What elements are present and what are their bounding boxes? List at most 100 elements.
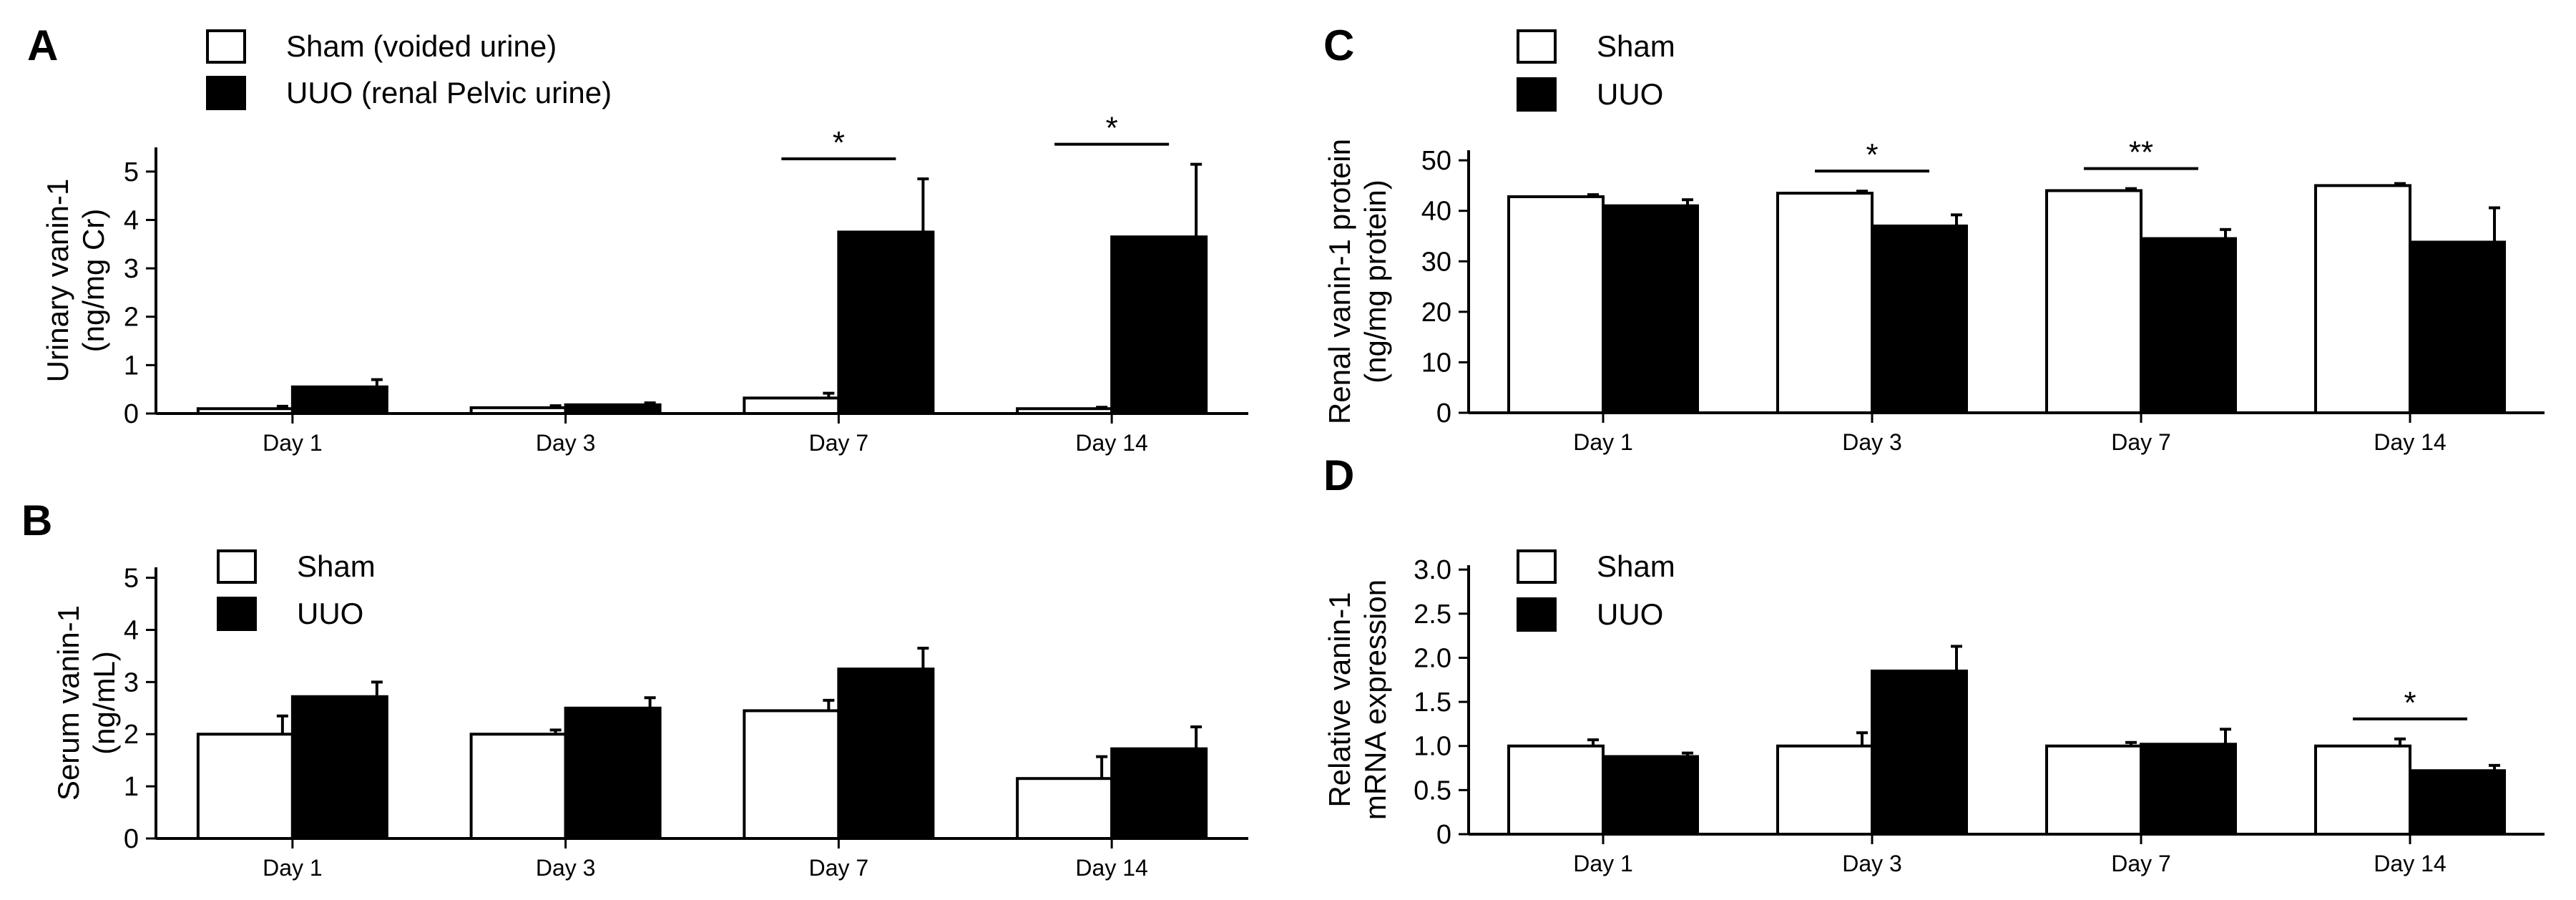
y-tick-label: 10 bbox=[1421, 348, 1451, 378]
sham-bar bbox=[743, 396, 841, 416]
y-tick-label: 0.5 bbox=[1414, 776, 1451, 806]
x-tick-label: Day 1 bbox=[1573, 851, 1633, 876]
x-tick-label: Day 7 bbox=[809, 430, 869, 456]
x-tick-label: Day 1 bbox=[263, 430, 323, 456]
sham-bar bbox=[196, 407, 294, 416]
sham-bar bbox=[469, 406, 567, 415]
panel-b: B Serum vanin-1 (ng/mL) 0 1 2 3 4 5 Day 1 Day 3 Day… bbox=[21, 497, 1248, 881]
legend-label: Sham bbox=[1597, 29, 1675, 63]
y-axis-label: Urinary vanin-1 bbox=[41, 179, 74, 383]
x-tick-label: Day 14 bbox=[1075, 855, 1147, 881]
uuo-bar bbox=[2140, 237, 2237, 414]
sham-bar bbox=[2045, 744, 2142, 836]
y-axis-label: Renal vanin-1 protein bbox=[1323, 139, 1356, 424]
x-tick-label: Day 7 bbox=[809, 855, 869, 881]
sham-bar bbox=[1776, 191, 1874, 414]
legend-swatch-uuo bbox=[206, 76, 246, 110]
y-tick-label: 0 bbox=[124, 399, 139, 429]
y-tick-label: 0 bbox=[1436, 398, 1451, 429]
uuo-bar bbox=[1110, 235, 1208, 415]
y-tick-label: 3 bbox=[124, 254, 139, 284]
sham-bar bbox=[1776, 744, 1874, 836]
y-tick-label: 2.0 bbox=[1414, 643, 1451, 673]
y-tick-label: 5 bbox=[124, 564, 139, 594]
significance-marker: * bbox=[2404, 685, 2416, 720]
uuo-bar bbox=[290, 385, 388, 415]
y-tick-label: 5 bbox=[124, 157, 139, 187]
legend-label: UUO bbox=[297, 597, 363, 630]
sham-bar bbox=[196, 733, 294, 840]
sham-bar bbox=[1507, 744, 1605, 836]
sham-bar bbox=[743, 709, 841, 840]
legend-label: UUO bbox=[1597, 77, 1663, 111]
significance-marker: * bbox=[1106, 111, 1118, 146]
y-tick-label: 0 bbox=[1436, 820, 1451, 850]
legend-swatch-uuo bbox=[217, 597, 257, 631]
panel-d: D Relative vanin-1 mRNA expression 0 0.5 1.0 1… bbox=[1323, 451, 2545, 876]
uuo-bar bbox=[290, 695, 388, 840]
sham-bar bbox=[469, 733, 567, 840]
y-tick-label: 3.0 bbox=[1414, 555, 1451, 585]
legend-swatch-uuo bbox=[1517, 597, 1557, 632]
legend-label: Sham bbox=[297, 549, 376, 583]
sham-bar bbox=[2314, 184, 2411, 414]
panel-letter: D bbox=[1323, 451, 1354, 499]
x-tick-label: Day 3 bbox=[536, 430, 596, 456]
y-tick-label: 2.5 bbox=[1414, 600, 1451, 630]
uuo-bar bbox=[2409, 769, 2506, 836]
uuo-bar bbox=[1871, 224, 1968, 414]
y-tick-label: 4 bbox=[124, 615, 139, 645]
x-tick-label: Day 1 bbox=[263, 855, 323, 881]
x-tick-label: Day 3 bbox=[1842, 851, 1902, 876]
y-tick-label: 50 bbox=[1421, 146, 1451, 176]
y-tick-label: 4 bbox=[124, 205, 139, 235]
y-axis-label: Relative vanin-1 bbox=[1323, 592, 1356, 807]
legend-label: UUO (renal Pelvic urine) bbox=[286, 76, 612, 109]
x-tick-label: Day 14 bbox=[2374, 429, 2446, 455]
y-tick-label: 0 bbox=[124, 824, 139, 854]
y-axis-label: Serum vanin-1 bbox=[52, 605, 85, 801]
legend-swatch-sham bbox=[1517, 29, 1557, 64]
panel-c: C Renal vanin-1 protein (ng/mg protein) 0 10… bbox=[1323, 21, 2545, 455]
significance-marker: * bbox=[1866, 137, 1878, 172]
sham-bar bbox=[1016, 407, 1114, 416]
legend-swatch-sham bbox=[217, 549, 257, 584]
y-tick-label: 20 bbox=[1421, 298, 1451, 328]
uuo-bar bbox=[564, 403, 662, 415]
uuo-bar bbox=[564, 706, 662, 840]
sham-bar bbox=[1507, 195, 1605, 414]
x-tick-label: Day 3 bbox=[536, 855, 596, 881]
uuo-bar bbox=[1871, 669, 1968, 836]
significance-marker: * bbox=[833, 125, 845, 160]
legend-label: Sham (voided urine) bbox=[286, 29, 557, 63]
y-tick-label: 1.5 bbox=[1414, 688, 1451, 718]
legend-label: Sham bbox=[1597, 549, 1675, 583]
y-tick-label: 1.0 bbox=[1414, 732, 1451, 762]
legend-swatch-uuo bbox=[1517, 77, 1557, 112]
y-tick-label: 40 bbox=[1421, 197, 1451, 227]
x-tick-label: Day 7 bbox=[2111, 851, 2171, 876]
panel-letter: B bbox=[21, 497, 52, 544]
sham-bar bbox=[1016, 777, 1114, 841]
x-tick-label: Day 3 bbox=[1842, 429, 1902, 455]
x-tick-label: Day 14 bbox=[2374, 851, 2446, 876]
panel-a: A Urinary vanin-1 (ng/mg Cr) 0 1 2 3 4 5 Day 1 Day… bbox=[27, 21, 1248, 456]
y-axis-label: mRNA expression bbox=[1358, 579, 1392, 820]
x-tick-label: Day 14 bbox=[1075, 430, 1147, 456]
uuo-bar bbox=[837, 230, 935, 416]
legend-label: UUO bbox=[1597, 597, 1663, 631]
x-tick-label: Day 7 bbox=[2111, 429, 2171, 455]
uuo-bar bbox=[837, 667, 935, 840]
sham-bar bbox=[2045, 189, 2142, 414]
uuo-bar bbox=[1602, 204, 1699, 414]
y-axis-label: (ng/mL) bbox=[87, 651, 121, 755]
significance-marker: ** bbox=[2129, 135, 2153, 170]
y-axis-label: (ng/mg protein) bbox=[1358, 180, 1392, 383]
y-tick-label: 2 bbox=[124, 303, 139, 333]
y-tick-label: 1 bbox=[124, 351, 139, 381]
y-tick-label: 3 bbox=[124, 667, 139, 698]
y-tick-label: 1 bbox=[124, 772, 139, 802]
sham-bar bbox=[2314, 744, 2411, 836]
panel-letter: C bbox=[1323, 21, 1354, 69]
